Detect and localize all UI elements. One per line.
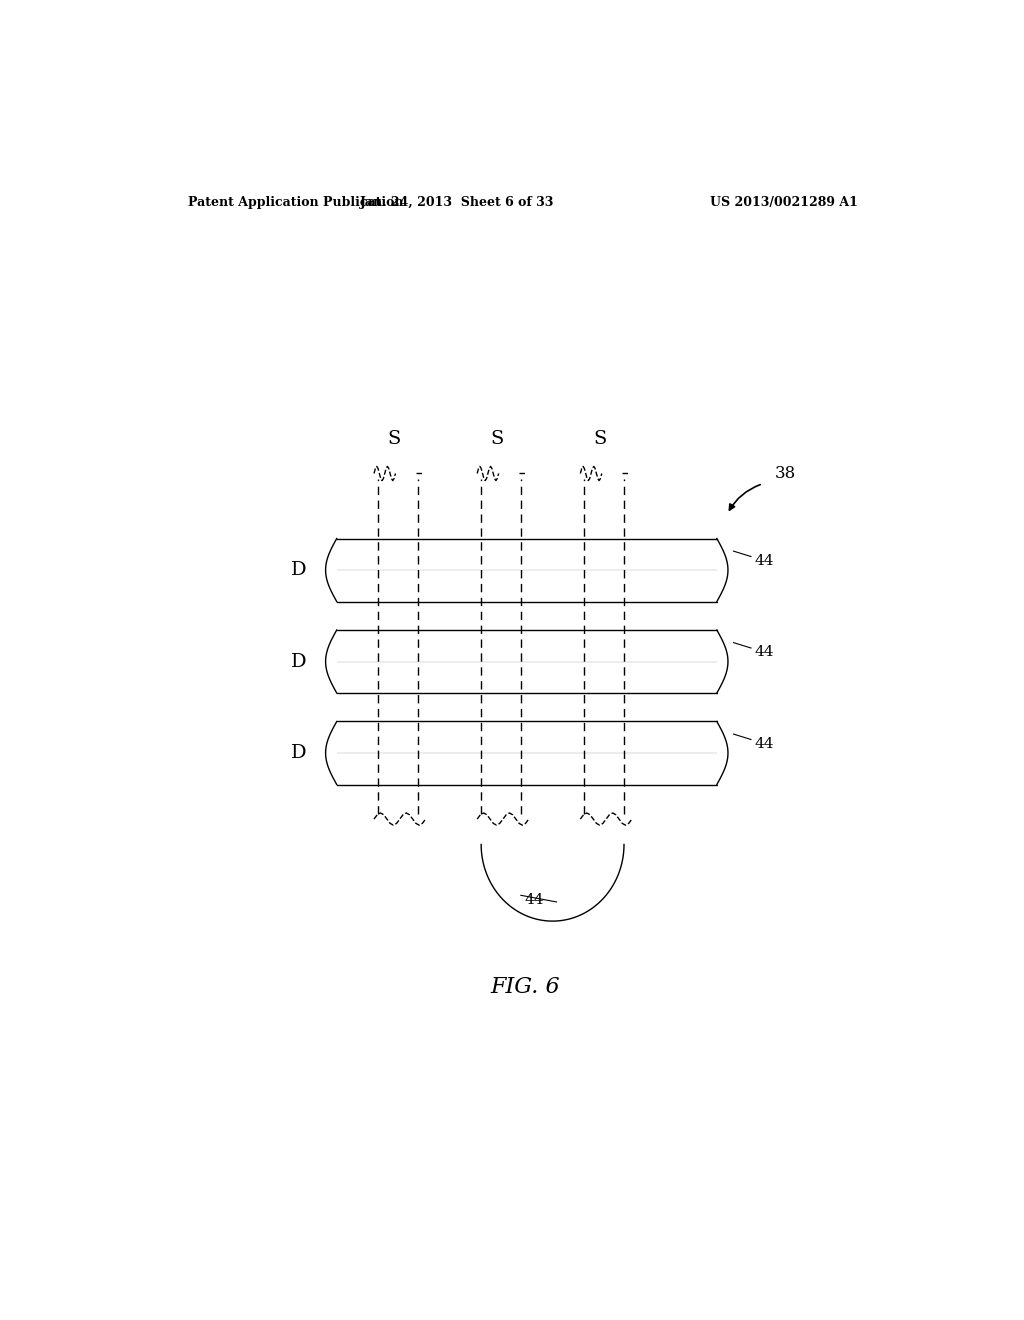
Text: S: S: [594, 430, 607, 447]
Text: Patent Application Publication: Patent Application Publication: [187, 195, 403, 209]
Text: Jan. 24, 2013  Sheet 6 of 33: Jan. 24, 2013 Sheet 6 of 33: [360, 195, 555, 209]
Text: S: S: [387, 430, 400, 447]
Text: 44: 44: [524, 894, 545, 907]
Text: 44: 44: [755, 645, 774, 659]
Text: 44: 44: [755, 553, 774, 568]
Text: S: S: [490, 430, 504, 447]
Text: 38: 38: [775, 465, 796, 482]
Text: D: D: [291, 744, 306, 762]
Text: D: D: [291, 652, 306, 671]
Text: D: D: [291, 561, 306, 579]
Text: 44: 44: [755, 737, 774, 751]
Text: FIG. 6: FIG. 6: [490, 975, 559, 998]
Text: US 2013/0021289 A1: US 2013/0021289 A1: [711, 195, 858, 209]
